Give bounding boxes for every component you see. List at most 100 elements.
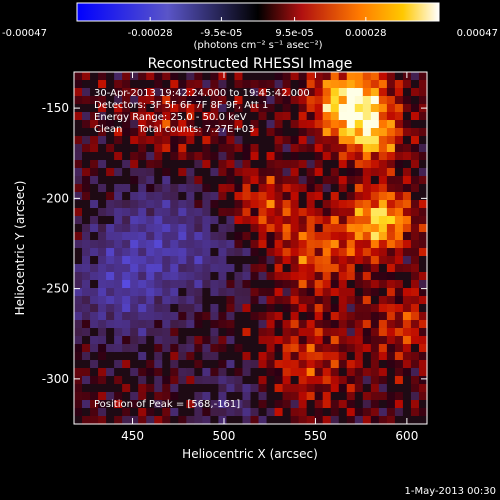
heatmap-cell [410,216,420,225]
heatmap-cell [122,408,131,417]
heatmap-cell [210,208,220,217]
heatmap-cell [266,352,276,361]
heatmap-cell [154,72,163,81]
heatmap-cell [194,360,203,369]
heatmap-cell [138,344,147,353]
heatmap-cell [330,72,340,81]
heatmap-cell [98,112,107,121]
heatmap-cell [346,360,356,369]
colorbar-tick-label: 9.5e-05 [275,28,313,39]
heatmap-cell [314,272,324,281]
heatmap-cell [202,264,211,273]
heatmap-cell [402,80,412,89]
heatmap-cell [234,72,244,81]
heatmap-cell [194,232,203,241]
heatmap-cell [354,312,364,321]
heatmap-cell [138,200,147,209]
heatmap-cell [402,184,412,193]
heatmap-cell [146,240,155,249]
heatmap-cell [370,176,380,185]
heatmap-cell [82,136,91,145]
heatmap-cell [298,328,308,337]
heatmap-cell [386,304,396,313]
heatmap-cell [362,248,372,257]
heatmap-cell [386,208,396,217]
heatmap-cell [346,392,356,401]
heatmap-cell [178,200,187,209]
heatmap-cell [210,216,220,225]
heatmap-cell [394,96,404,105]
heatmap-cell [178,296,187,305]
heatmap-cell [346,232,356,241]
heatmap-cell [98,320,107,329]
heatmap-cell [82,128,91,137]
heatmap-cell [410,288,420,297]
heatmap-cell [122,288,131,297]
heatmap-cell [354,96,364,105]
heatmap-cell [162,344,171,353]
heatmap-cell [330,96,340,105]
heatmap-cell [274,120,284,129]
heatmap-cell [250,256,260,265]
heatmap-cell [98,104,107,113]
heatmap-cell [266,416,276,425]
heatmap-cell [98,168,107,177]
heatmap-cell [122,400,131,409]
heatmap-cell [298,80,308,89]
heatmap-cell [226,80,236,89]
heatmap-cell [242,144,252,153]
heatmap-cell [322,248,332,257]
heatmap-cell [210,360,220,369]
heatmap-cell [162,112,171,121]
heatmap-cell [106,320,115,329]
heatmap-cell [290,256,300,265]
heatmap-cell [338,144,348,153]
heatmap-cell [202,176,211,185]
heatmap-cell [210,200,220,209]
heatmap-cell [354,72,364,81]
heatmap-cell [210,240,220,249]
heatmap-cell [138,232,147,241]
heatmap-cell [210,112,220,121]
heatmap-cell [114,104,123,113]
heatmap-cell [322,272,332,281]
heatmap-cell [370,368,380,377]
heatmap-cell [250,392,260,401]
heatmap-cell [266,184,276,193]
heatmap-cell [266,80,276,89]
heatmap-cell [98,200,107,209]
heatmap-cell [114,336,123,345]
heatmap-cell [274,280,284,289]
heatmap-cell [74,312,83,321]
heatmap-cell [290,240,300,249]
heatmap-cell [266,288,276,297]
heatmap-cell [314,248,324,257]
heatmap-cell [282,168,292,177]
heatmap-cell [338,256,348,265]
heatmap-cell [282,264,292,273]
heatmap-cell [322,104,332,113]
heatmap-cell [226,384,236,393]
heatmap-cell [418,120,428,129]
heatmap-cell [330,248,340,257]
heatmap-cell [234,96,244,105]
heatmap-cell [266,272,276,281]
heatmap-cell [226,160,236,169]
heatmap-cell [122,416,131,425]
heatmap-cell [98,272,107,281]
heatmap-cell [210,392,220,401]
heatmap-cell [106,288,115,297]
heatmap-cell [322,360,332,369]
heatmap-cell [282,120,292,129]
heatmap-cell [122,152,131,161]
heatmap-cell [210,272,220,281]
heatmap-cell [114,320,123,329]
heatmap-cell [394,176,404,185]
heatmap-cell [250,168,260,177]
heatmap-cell [146,336,155,345]
heatmap-cell [242,120,252,129]
heatmap-cell [266,104,276,113]
heatmap-cell [418,352,428,361]
heatmap-cell [178,104,187,113]
heatmap-cell [98,208,107,217]
